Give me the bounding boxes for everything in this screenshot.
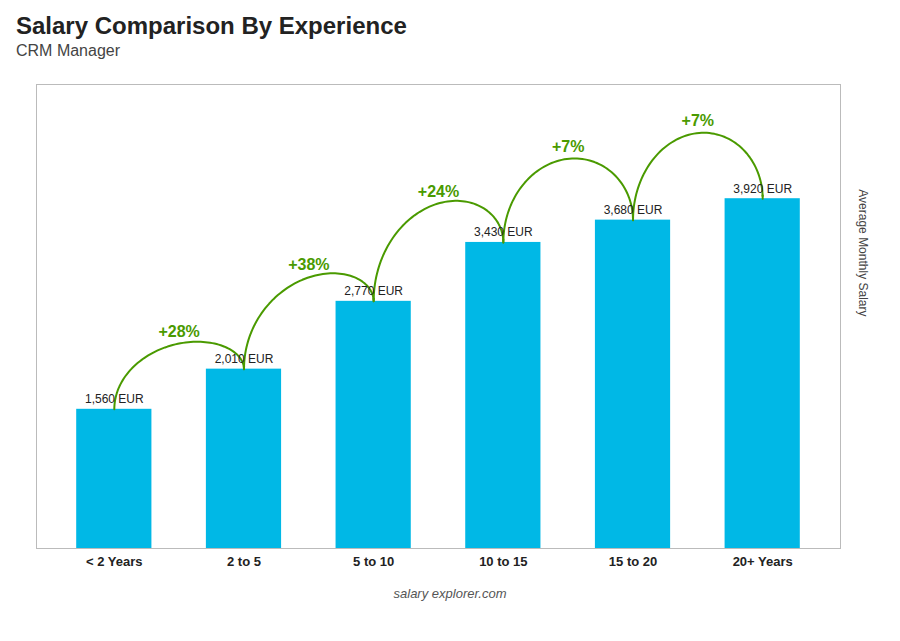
svg-text:1,560 EUR: 1,560 EUR [85, 392, 144, 406]
svg-text:< 2 Years: < 2 Years [86, 554, 143, 569]
svg-text:10 to 15: 10 to 15 [479, 554, 527, 569]
svg-text:+7%: +7% [682, 112, 714, 129]
svg-text:5 to 10: 5 to 10 [353, 554, 394, 569]
svg-text:2,010 EUR: 2,010 EUR [215, 352, 274, 366]
html-text:salary explorer.com: salary explorer.com [393, 586, 507, 601]
svg-text:2,770 EUR: 2,770 EUR [344, 284, 403, 298]
svg-text:3,430 EUR: 3,430 EUR [474, 225, 533, 239]
svg-text:20+ Years: 20+ Years [733, 554, 793, 569]
svg-text:3,920 EUR: 3,920 EUR [733, 182, 792, 196]
svg-text:+38%: +38% [288, 256, 329, 273]
svg-text:+28%: +28% [158, 323, 199, 340]
svg-text:15 to 20: 15 to 20 [609, 554, 657, 569]
svg-text:+24%: +24% [418, 183, 459, 200]
svg-text:2 to 5: 2 to 5 [227, 554, 261, 569]
svg-text:3,680 EUR: 3,680 EUR [604, 203, 663, 217]
html-text:Salary Comparison By Experienc: Salary Comparison By Experience [16, 12, 407, 39]
svg-text:Average Monthly Salary: Average Monthly Salary [856, 189, 870, 316]
html-text:CRM Manager: CRM Manager [16, 42, 120, 59]
svg-text:+7%: +7% [552, 138, 584, 155]
